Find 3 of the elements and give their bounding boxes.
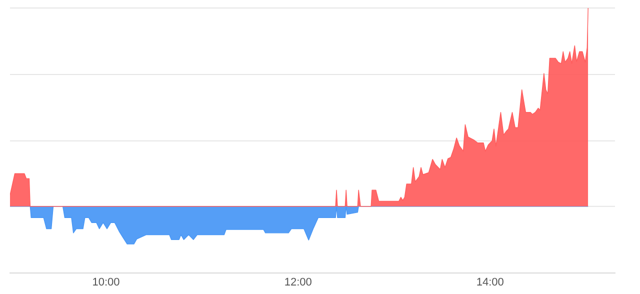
x-tick-label: 10:00 (92, 276, 120, 288)
x-tick-label: 14:00 (476, 276, 504, 288)
x-tick-label: 12:00 (284, 276, 312, 288)
